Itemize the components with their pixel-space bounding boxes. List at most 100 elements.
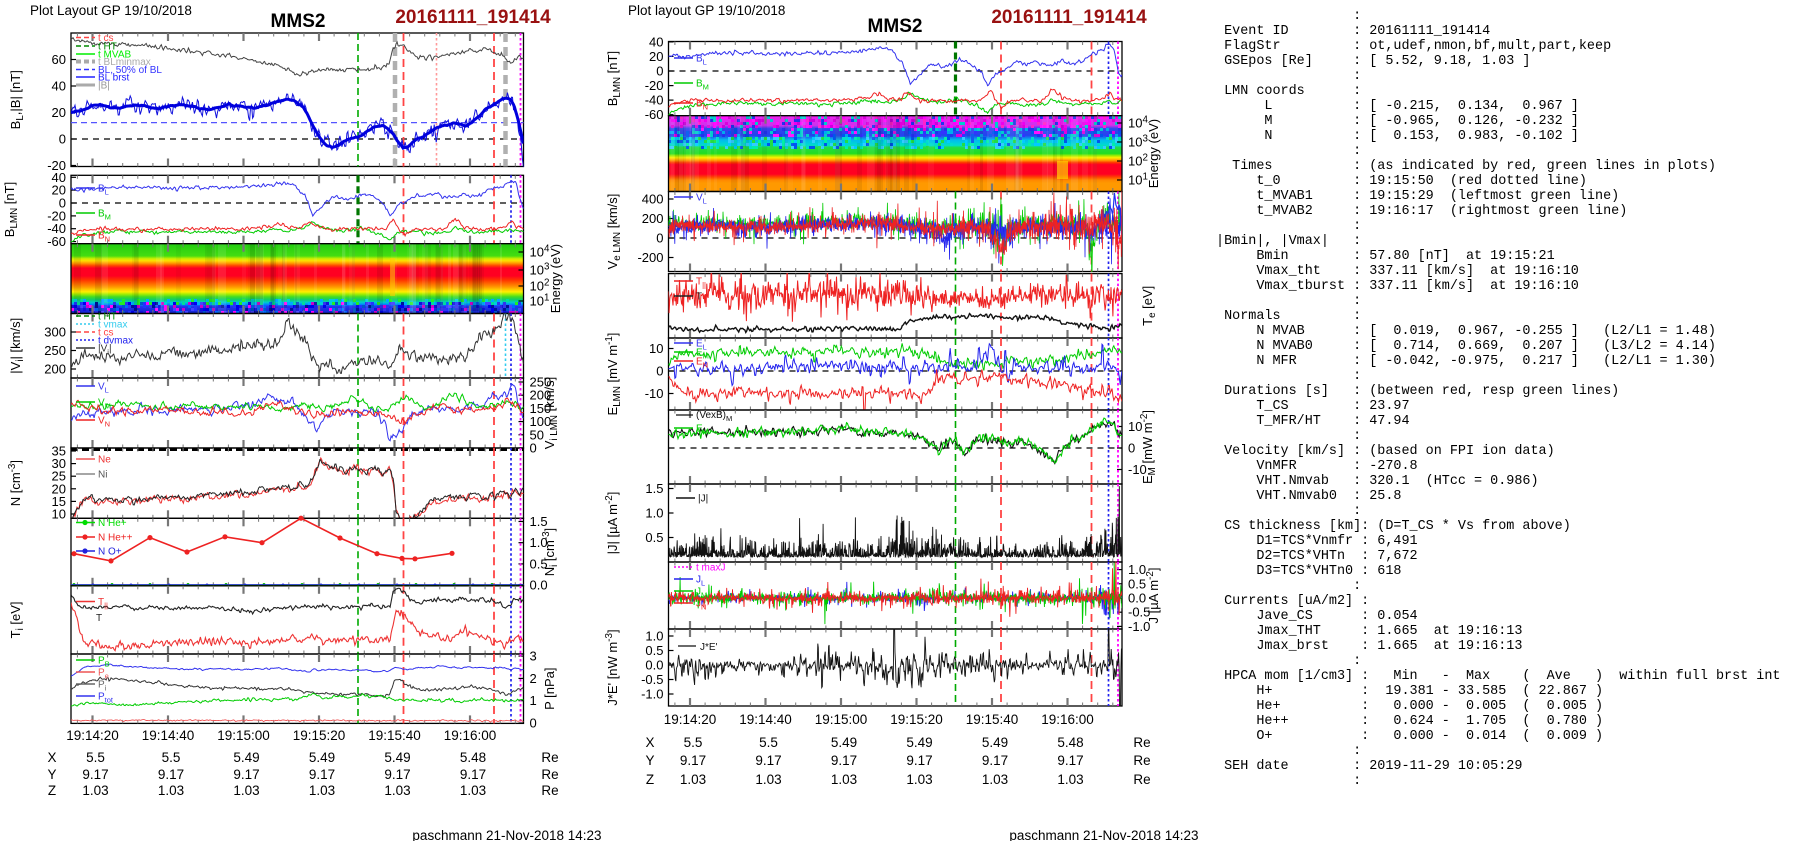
- svg-text:1.03: 1.03: [309, 783, 335, 798]
- svg-text:Ptot: Ptot: [98, 692, 114, 705]
- svg-text:Y: Y: [645, 753, 654, 768]
- svg-text:-0.5: -0.5: [1128, 605, 1150, 620]
- svg-text:5.5: 5.5: [162, 750, 181, 765]
- svg-text:T||: T||: [696, 277, 706, 290]
- svg-text:104: 104: [530, 244, 550, 260]
- svg-text:Re: Re: [1133, 772, 1150, 787]
- svg-text:1.03: 1.03: [831, 772, 857, 787]
- svg-text:Te [eV]: Te [eV]: [1140, 286, 1158, 326]
- svg-text:20: 20: [649, 49, 663, 64]
- svg-text:2: 2: [530, 671, 537, 686]
- svg-text:19:15:40: 19:15:40: [966, 712, 1019, 727]
- svg-text:BN: BN: [696, 99, 708, 112]
- svg-text:9.17: 9.17: [233, 767, 259, 782]
- svg-text:50: 50: [530, 427, 544, 442]
- svg-text:1.03: 1.03: [906, 772, 932, 787]
- svg-text:19:15:40: 19:15:40: [368, 728, 421, 743]
- svg-text:BM: BM: [98, 209, 111, 222]
- svg-text:19:15:20: 19:15:20: [293, 728, 346, 743]
- svg-text:Re: Re: [1133, 735, 1150, 750]
- svg-text:1.0: 1.0: [645, 629, 663, 644]
- svg-text:9.17: 9.17: [680, 753, 706, 768]
- svg-text:400: 400: [642, 192, 664, 207]
- svg-text:JL: JL: [696, 575, 705, 588]
- svg-text:t maxJ: t maxJ: [696, 563, 725, 574]
- svg-text:t BLminmax: t BLminmax: [98, 57, 151, 68]
- svg-text:MMS2: MMS2: [868, 16, 923, 37]
- svg-text:Plot Layout GP 19/10/2018: Plot Layout GP 19/10/2018: [30, 3, 192, 18]
- svg-text:19:16:00: 19:16:00: [444, 728, 497, 743]
- svg-text:Ne: Ne: [98, 455, 111, 466]
- svg-text:EM: EM: [696, 424, 709, 437]
- svg-text:Re: Re: [541, 783, 558, 798]
- svg-text:Re: Re: [541, 767, 558, 782]
- svg-text:20161111_191414: 20161111_191414: [395, 7, 551, 28]
- svg-text:|J|: |J|: [698, 494, 708, 505]
- svg-text:19:14:40: 19:14:40: [142, 728, 195, 743]
- svg-text:Re: Re: [1133, 753, 1150, 768]
- svg-text:5.49: 5.49: [982, 735, 1008, 750]
- svg-text:10: 10: [52, 507, 66, 522]
- svg-text:MMS2: MMS2: [271, 11, 326, 32]
- svg-text:5.48: 5.48: [1057, 735, 1083, 750]
- svg-text:1.03: 1.03: [982, 772, 1008, 787]
- svg-text:1.5: 1.5: [530, 514, 548, 529]
- svg-text:BL,|B| [nT]: BL,|B| [nT]: [8, 70, 26, 129]
- svg-text:250: 250: [44, 343, 66, 358]
- svg-text:9.17: 9.17: [982, 753, 1008, 768]
- svg-text:1.0: 1.0: [1128, 562, 1146, 577]
- svg-text:1.03: 1.03: [158, 783, 184, 798]
- svg-text:J*E' [nW m-3]: J*E' [nW m-3]: [604, 629, 620, 705]
- svg-text:0.0: 0.0: [645, 658, 663, 673]
- svg-text:Ni: Ni: [98, 470, 107, 481]
- svg-text:t cs: t cs: [98, 33, 114, 44]
- svg-text:-1.0: -1.0: [641, 687, 663, 702]
- svg-text:5.5: 5.5: [86, 750, 105, 765]
- svg-text:1.03: 1.03: [680, 772, 706, 787]
- svg-text:9.17: 9.17: [82, 767, 108, 782]
- svg-text:ELMN [mV m-1]: ELMN [mV m-1]: [604, 333, 623, 416]
- svg-text:19:16:00: 19:16:00: [1041, 712, 1094, 727]
- svg-text:VM: VM: [98, 398, 111, 411]
- svg-text:J*E': J*E': [700, 642, 718, 653]
- svg-text:19:14:20: 19:14:20: [664, 712, 717, 727]
- svg-text:1.0: 1.0: [645, 506, 663, 521]
- svg-text:1.5: 1.5: [645, 481, 663, 496]
- svg-text:-40: -40: [47, 221, 66, 236]
- svg-text:9.17: 9.17: [831, 753, 857, 768]
- svg-text:1.03: 1.03: [755, 772, 781, 787]
- svg-text:5.5: 5.5: [684, 735, 703, 750]
- svg-text:0: 0: [59, 196, 66, 211]
- svg-text:10: 10: [1128, 419, 1142, 434]
- svg-text:-20: -20: [47, 158, 66, 173]
- svg-text:103: 103: [530, 262, 550, 278]
- svg-text:0: 0: [1128, 441, 1135, 456]
- svg-text:0: 0: [530, 441, 537, 456]
- svg-text:9.17: 9.17: [384, 767, 410, 782]
- svg-text:J [µA m-2]: J [µA m-2]: [1145, 568, 1161, 624]
- svg-text:|Vi| [km/s]: |Vi| [km/s]: [8, 318, 26, 374]
- svg-text:VL: VL: [98, 382, 109, 395]
- svg-text:19:15:00: 19:15:00: [217, 728, 270, 743]
- svg-text:BL: BL: [98, 184, 109, 197]
- svg-text:|Vi|: |Vi|: [98, 344, 112, 357]
- svg-text:BL: BL: [696, 54, 707, 67]
- svg-text:-40: -40: [645, 93, 664, 108]
- svg-text:t dvmax: t dvmax: [98, 336, 133, 347]
- svg-text:5.49: 5.49: [906, 735, 932, 750]
- svg-text:BM: BM: [696, 79, 709, 92]
- svg-text:1.03: 1.03: [384, 783, 410, 798]
- svg-text:0.5: 0.5: [530, 556, 548, 571]
- svg-text:10: 10: [649, 341, 663, 356]
- svg-text:EM: EM: [696, 348, 709, 361]
- svg-text:200: 200: [530, 388, 552, 403]
- svg-text:|J| [µA m-2]: |J| [µA m-2]: [604, 492, 620, 555]
- svg-text:20: 20: [52, 183, 66, 198]
- svg-text:(VexB)M: (VexB)M: [696, 410, 732, 423]
- svg-text:1.0: 1.0: [530, 535, 548, 550]
- svg-text:JN: JN: [696, 599, 706, 612]
- svg-text:200: 200: [642, 211, 664, 226]
- svg-text:100: 100: [530, 414, 552, 429]
- svg-text:paschmann 21-Nov-2018 14:23: paschmann 21-Nov-2018 14:23: [412, 828, 601, 841]
- svg-text:102: 102: [1128, 153, 1148, 169]
